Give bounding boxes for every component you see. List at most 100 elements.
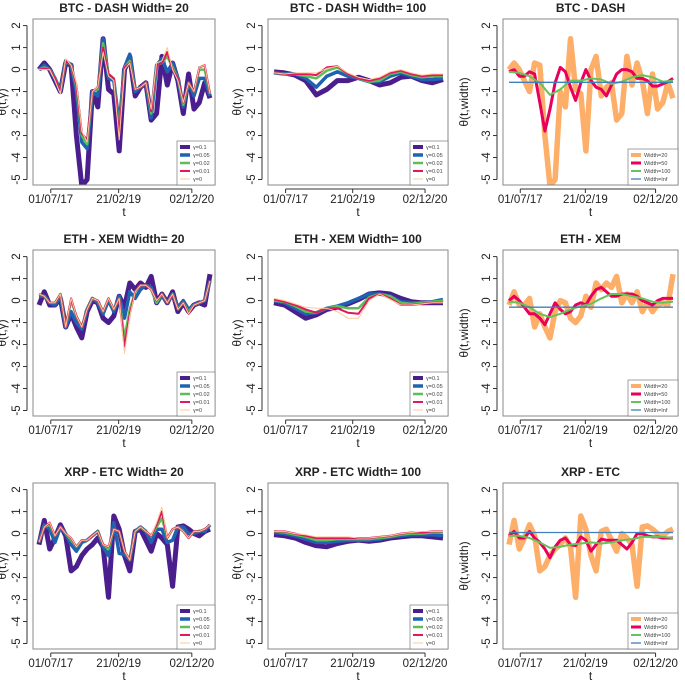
x-axis-label: t — [589, 669, 593, 683]
chart-title: XRP - ETC — [561, 465, 620, 479]
y-tick-label: -4 — [11, 616, 23, 627]
chart-panel-1: BTC - DASH Width= 20 2 1 0 -1 -2 -3 -4 -5 θ(t,γ) 0… — [0, 0, 230, 226]
chart-title: BTC - DASH — [556, 1, 625, 15]
y-tick-label: -1 — [11, 86, 23, 96]
y-tick-label: 0 — [11, 530, 23, 536]
chart-svg: ETH - XEM Width= 100 2 1 0 -1 -2 -3 -4 -5 θ(t,γ) 0… — [230, 232, 449, 450]
y-tick-label: -2 — [11, 572, 23, 582]
series-line-4 — [38, 506, 211, 561]
y-tick-label: -2 — [481, 108, 493, 118]
x-tick-label: 21/02/19 — [330, 425, 375, 437]
chart-panel-4: ETH - XEM Width= 20 2 1 0 -1 -2 -3 -4 -5 θ(t,γ) 01… — [0, 231, 230, 457]
x-tick-label: 01/07/17 — [28, 658, 73, 670]
y-tick-label: -5 — [481, 638, 493, 648]
y-tick-label: -3 — [481, 594, 493, 604]
y-tick-label: -5 — [481, 405, 493, 415]
legend-label: γ=0 — [193, 177, 202, 183]
legend: Width=20 Width=50 Width=100 Width=Inf — [627, 148, 679, 186]
plot-frame — [32, 482, 216, 650]
legend-label: γ=0.02 — [193, 625, 210, 631]
y-tick-label: 2 — [11, 253, 23, 259]
y-tick-label: -5 — [246, 405, 258, 415]
y-tick-label: -3 — [11, 130, 23, 140]
y-tick-label: 2 — [246, 22, 258, 28]
y-tick-label: 1 — [481, 275, 493, 281]
plot-frame — [267, 249, 449, 417]
series-line-0 — [506, 273, 676, 341]
x-tick-label: 21/02/19 — [96, 425, 141, 437]
y-tick-label: -4 — [481, 383, 493, 394]
y-tick-label: -2 — [481, 572, 493, 582]
legend-label: γ=0.05 — [193, 384, 210, 390]
chart-title: BTC - DASH Width= 20 — [59, 1, 189, 15]
y-tick-label: -1 — [481, 86, 493, 96]
legend-label: γ=0 — [193, 408, 202, 414]
plot-frame — [502, 18, 679, 186]
y-tick-label: -4 — [481, 616, 493, 627]
x-tick-label: 21/02/19 — [563, 658, 608, 670]
series-group — [506, 513, 675, 601]
series-line-4 — [274, 530, 443, 539]
plot-frame — [502, 249, 679, 417]
legend-label: γ=0 — [426, 408, 435, 414]
y-tick-label: -4 — [481, 152, 493, 163]
y-tick-label: -5 — [246, 638, 258, 648]
legend-label: γ=0.02 — [193, 392, 210, 398]
x-tick-label: 02/12/20 — [169, 658, 214, 670]
chart-svg: ETH - XEM 2 1 0 -1 -2 -3 -4 -5 θ(t,width) 01/07/17… — [457, 232, 679, 450]
series-group — [273, 290, 444, 321]
series-line-1 — [508, 65, 674, 133]
legend-label: γ=0.02 — [193, 161, 210, 167]
series-group — [273, 65, 444, 98]
y-tick-label: -5 — [246, 174, 258, 184]
legend-label: γ=0.05 — [193, 617, 210, 623]
y-tick-label: 2 — [11, 22, 23, 28]
legend-label: Width=50 — [644, 625, 667, 631]
x-tick-label: 21/02/19 — [96, 658, 141, 670]
legend-label: Width=20 — [644, 384, 667, 390]
y-tick-label: -4 — [246, 152, 258, 163]
legend: γ=0.1 γ=0.05 γ=0.02 γ=0.01 γ=0 — [176, 371, 216, 417]
legend-label: Width=20 — [644, 153, 667, 159]
x-tick-label: 02/12/20 — [633, 425, 678, 437]
legend-label: γ=0.01 — [426, 169, 443, 175]
legend-label: γ=0 — [426, 641, 435, 647]
y-tick-label: -1 — [481, 317, 493, 327]
y-tick-label: 0 — [11, 66, 23, 72]
plot-frame — [267, 482, 449, 650]
chart-svg: BTC - DASH 2 1 0 -1 -2 -3 -4 -5 θ(t,width) 01/07/1… — [457, 1, 679, 219]
series-line-2 — [509, 534, 674, 549]
y-axis-label: θ(t,width) — [457, 77, 471, 126]
y-tick-label: -4 — [11, 383, 23, 394]
x-tick-label: 21/02/19 — [96, 194, 141, 206]
y-tick-label: -3 — [246, 130, 258, 140]
legend: Width=20 Width=50 Width=100 Width=Inf — [627, 379, 679, 417]
chart-panel-9: XRP - ETC 2 1 0 -1 -2 -3 -4 -5 θ(t,width) 01/07/17… — [455, 464, 685, 690]
legend: γ=0.1 γ=0.05 γ=0.02 γ=0.01 γ=0 — [409, 371, 449, 417]
y-tick-label: -1 — [246, 86, 258, 96]
series-line-4 — [273, 293, 443, 319]
y-tick-label: 2 — [246, 486, 258, 492]
series-line-4 — [38, 280, 211, 354]
chart-title: ETH - XEM Width= 100 — [294, 232, 422, 246]
legend: γ=0.1 γ=0.05 γ=0.02 γ=0.01 γ=0 — [409, 140, 449, 186]
chart-title: ETH - XEM — [560, 232, 621, 246]
y-axis-label: θ(t,width) — [457, 308, 471, 357]
x-axis-label: t — [589, 205, 593, 219]
legend-label: Width=100 — [644, 633, 670, 639]
y-tick-label: 0 — [11, 297, 23, 303]
legend-label: γ=0.05 — [426, 384, 443, 390]
y-tick-label: -2 — [11, 339, 23, 349]
legend: γ=0.1 γ=0.05 γ=0.02 γ=0.01 γ=0 — [176, 140, 216, 186]
y-tick-label: 0 — [481, 66, 493, 72]
y-tick-label: -1 — [11, 550, 23, 560]
y-tick-label: -2 — [246, 572, 258, 582]
legend-label: γ=0.1 — [426, 609, 440, 615]
legend-label: γ=0.01 — [193, 633, 210, 639]
y-tick-label: -1 — [246, 317, 258, 327]
y-tick-label: -3 — [246, 594, 258, 604]
y-axis-label: θ(t,γ) — [0, 552, 9, 579]
legend: γ=0.1 γ=0.05 γ=0.02 γ=0.01 γ=0 — [176, 604, 216, 650]
plot-frame — [267, 18, 449, 186]
y-tick-label: -4 — [246, 383, 258, 394]
